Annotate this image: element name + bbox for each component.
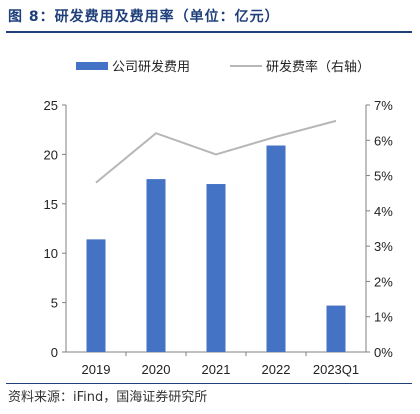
bar-2020 <box>146 179 166 352</box>
bars <box>86 145 346 352</box>
figure-title: 图 8：研发费用及费用率（单位：亿元） <box>8 9 280 25</box>
y-right-tick-label: 5% <box>374 169 393 184</box>
y-left-tick-label: 15 <box>44 197 58 212</box>
x-tick-label: 2022 <box>262 362 291 377</box>
y-left-tick-label: 25 <box>44 98 58 113</box>
source-note: 资料来源：iFind，国海证券研究所 <box>8 390 208 405</box>
y-left-tick-label: 5 <box>51 296 58 311</box>
x-tick-label: 2020 <box>142 362 171 377</box>
y-right-tick-label: 1% <box>374 310 393 325</box>
x-tick-label: 2023Q1 <box>313 362 359 377</box>
legend-label-bar: 公司研发费用 <box>112 59 190 75</box>
x-tick-label: 2021 <box>202 362 231 377</box>
y-right-tick-label: 2% <box>374 274 393 289</box>
y-right-tick-label: 6% <box>374 133 393 148</box>
legend: 公司研发费用 研发费率（右轴） <box>76 59 370 75</box>
legend-label-line: 研发费率（右轴） <box>266 59 370 75</box>
axes: 0 5 10 15 20 25 0% 1% 2% 3% 4% 5% 6% 7% 2019 2020 2021 20… <box>44 98 394 377</box>
x-tick-label: 2019 <box>82 362 111 377</box>
rate-line <box>95 119 337 184</box>
legend-swatch-bar <box>76 62 108 70</box>
y-right-tick-label: 3% <box>374 239 393 254</box>
title-rule <box>6 31 412 33</box>
y-left-tick-label: 20 <box>44 147 58 162</box>
chart: 公司研发费用 研发费率（右轴） 0 5 10 15 20 25 0% 1% 2% 3% 4% 5% 6% 7… <box>44 59 394 377</box>
bar-2023Q1 <box>326 305 346 352</box>
source-rule <box>6 383 412 384</box>
rate-line-path <box>95 119 337 184</box>
y-left-tick-label: 0 <box>51 345 58 360</box>
y-right-tick-label: 7% <box>374 98 393 113</box>
bar-2022 <box>266 145 286 352</box>
y-right-tick-label: 0% <box>374 345 393 360</box>
bar-2019 <box>86 239 106 352</box>
y-right-tick-label: 4% <box>374 204 393 219</box>
y-left-tick-label: 10 <box>44 246 58 261</box>
bar-2021 <box>206 184 226 352</box>
